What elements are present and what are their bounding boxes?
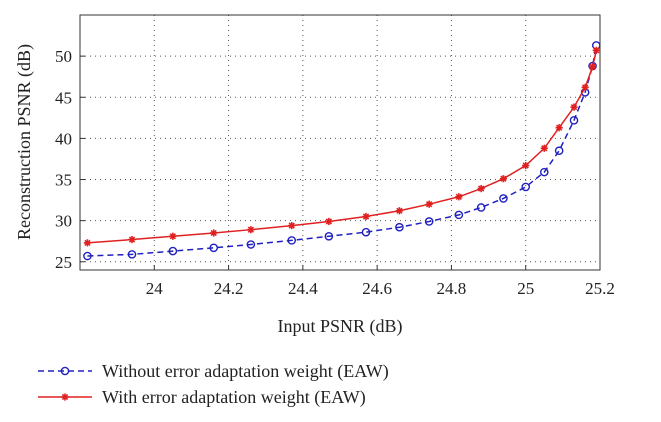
x-tick-label: 24.4 [288, 279, 318, 298]
data-point [592, 46, 600, 54]
data-point [455, 193, 463, 201]
legend-label: Without error adaptation weight (EAW) [102, 361, 389, 382]
data-point [169, 232, 177, 240]
data-point [499, 175, 508, 183]
data-point [287, 236, 297, 245]
data-point [539, 167, 549, 177]
y-tick-label: 45 [55, 88, 72, 107]
data-point [588, 63, 597, 71]
data-point [454, 210, 464, 220]
data-point [424, 217, 434, 226]
legend-marker [60, 366, 70, 376]
data-point [362, 212, 370, 221]
y-axis-label: Reconstruction PSNR (dB) [14, 44, 35, 240]
legend-marker [61, 393, 69, 401]
data-point [555, 124, 563, 132]
y-tick-label: 30 [55, 212, 72, 231]
x-tick-label: 25 [517, 279, 534, 298]
series-1 [83, 41, 601, 261]
data-point [83, 251, 92, 261]
data-point [210, 229, 218, 237]
y-tick-label: 50 [55, 47, 72, 66]
plot-area [80, 15, 600, 270]
series-line [87, 50, 598, 244]
data-point [522, 161, 530, 170]
data-point [128, 235, 136, 244]
data-point [361, 227, 371, 237]
data-point [168, 246, 178, 256]
y-tick-label: 35 [55, 171, 72, 190]
plot-frame [79, 14, 601, 271]
data-point [209, 243, 219, 253]
y-tick-label: 40 [55, 129, 72, 148]
legend-item: With error adaptation weight (EAW) [38, 387, 366, 408]
x-tick-label: 24.2 [214, 279, 244, 298]
data-point [395, 207, 404, 215]
data-point [324, 231, 334, 241]
legend-label: With error adaptation weight (EAW) [102, 387, 366, 408]
data-point [476, 203, 486, 212]
data-point [425, 200, 433, 208]
data-point [569, 115, 579, 125]
legend-item: Without error adaptation weight (EAW) [38, 361, 389, 382]
data-point [554, 146, 564, 156]
data-point [395, 222, 404, 232]
x-tick-label: 24.6 [362, 279, 392, 298]
legend: Without error adaptation weight (EAW) Wit… [38, 361, 389, 408]
data-point [521, 182, 531, 192]
x-tick-label: 24.8 [437, 279, 467, 298]
data-point [499, 194, 508, 203]
x-tick-label: 24 [146, 279, 164, 298]
ticks: 24 24.2 24.4 24.6 24.8 25 25.2 25 30 35 40 45 50 [55, 47, 615, 298]
data-point [247, 226, 255, 234]
series-line [87, 45, 598, 257]
data-point [477, 184, 485, 193]
data-point [581, 83, 589, 91]
y-tick-label: 25 [55, 253, 72, 272]
data-point [246, 240, 256, 249]
series-2 [83, 46, 600, 247]
x-axis-label: Input PSNR (dB) [277, 316, 402, 337]
data-point [325, 217, 333, 226]
data-point [288, 221, 296, 230]
data-point [83, 239, 92, 247]
series-group [83, 41, 601, 261]
data-point [127, 250, 137, 259]
data-point [570, 103, 578, 111]
x-tick-label: 25.2 [585, 279, 615, 298]
data-point [540, 144, 548, 152]
